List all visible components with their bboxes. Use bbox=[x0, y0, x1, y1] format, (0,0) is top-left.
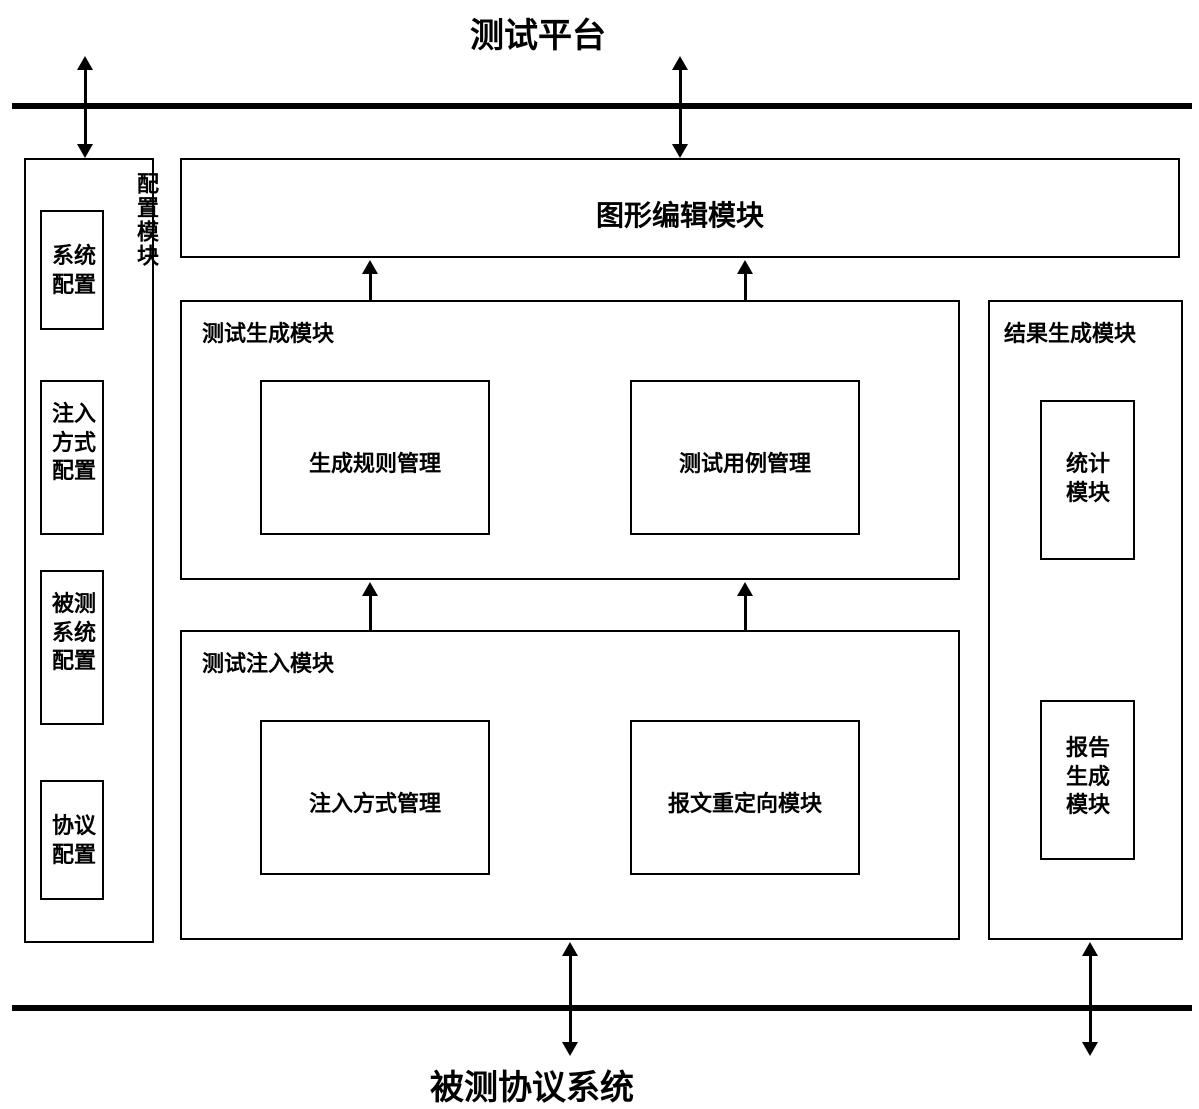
test-gen-label: 测试生成模块 bbox=[202, 316, 334, 348]
test-inject-method-box: 注入方式管理 bbox=[260, 720, 490, 875]
test-inject-method-label: 注入方式管理 bbox=[262, 786, 488, 818]
config-item-system: 系统配置 bbox=[40, 210, 104, 330]
arrow-top-left-down bbox=[77, 144, 93, 158]
top-title: 测试平台 bbox=[470, 8, 606, 57]
bottom-title: 被测协议系统 bbox=[430, 1060, 634, 1109]
test-gen-case-label: 测试用例管理 bbox=[632, 446, 858, 478]
config-item-inject: 注入方式配置 bbox=[40, 380, 104, 535]
arrow-top-mid-line bbox=[679, 68, 682, 146]
config-module-label: 配置模块 bbox=[130, 172, 162, 268]
bottom-hline bbox=[12, 1005, 1192, 1011]
test-gen-case-box: 测试用例管理 bbox=[630, 380, 860, 535]
test-inject-label: 测试注入模块 bbox=[202, 646, 334, 678]
arrow-bottom-right-line bbox=[1089, 954, 1092, 1044]
top-hline bbox=[12, 103, 1192, 109]
arrow-bottom-mid-down bbox=[562, 1042, 578, 1056]
result-stats-box: 统计模块 bbox=[1040, 400, 1135, 560]
config-item-inject-label: 注入方式配置 bbox=[50, 400, 98, 486]
test-gen-rule-label: 生成规则管理 bbox=[262, 446, 488, 478]
test-gen-rule-box: 生成规则管理 bbox=[260, 380, 490, 535]
arrow-top-mid-down bbox=[672, 144, 688, 158]
arrow-bottom-right-down bbox=[1082, 1042, 1098, 1056]
config-item-target: 被测系统配置 bbox=[40, 570, 104, 725]
graphic-editor-box: 图形编辑模块 bbox=[180, 158, 1180, 258]
config-item-target-label: 被测系统配置 bbox=[50, 590, 98, 676]
config-item-protocol: 协议配置 bbox=[40, 780, 104, 900]
result-report-label: 报告生成模块 bbox=[1062, 734, 1114, 820]
arrow-top-left-line bbox=[84, 68, 87, 146]
config-item-system-label: 系统配置 bbox=[50, 242, 98, 299]
graphic-editor-label: 图形编辑模块 bbox=[182, 194, 1178, 234]
test-inject-redirect-box: 报文重定向模块 bbox=[630, 720, 860, 875]
result-report-box: 报告生成模块 bbox=[1040, 700, 1135, 860]
result-module-label: 结果生成模块 bbox=[1004, 316, 1136, 348]
config-item-protocol-label: 协议配置 bbox=[50, 812, 98, 869]
test-inject-redirect-label: 报文重定向模块 bbox=[632, 786, 858, 818]
result-stats-label: 统计模块 bbox=[1062, 450, 1114, 507]
arrow-bottom-mid-line bbox=[569, 954, 572, 1044]
